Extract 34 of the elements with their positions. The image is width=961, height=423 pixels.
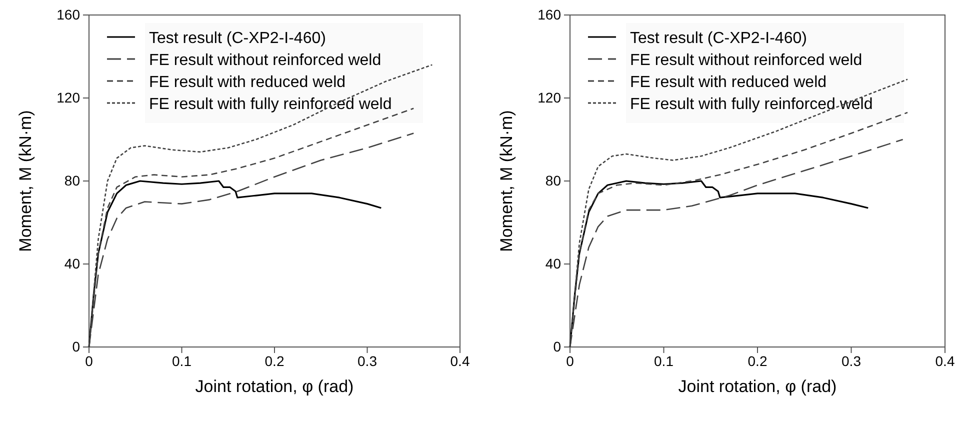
- x-tick-label: 0.2: [264, 352, 284, 369]
- x-tick-label: 0: [566, 352, 574, 369]
- x-tick-label: 0.4: [935, 352, 955, 369]
- line-series: [569, 180, 869, 348]
- legend-label: FE result with reduced weld: [630, 74, 827, 91]
- y-tick-label: 40: [64, 255, 80, 272]
- y-tick-label: 120: [56, 89, 80, 106]
- x-tick-label: 0: [85, 352, 94, 369]
- y-tick-label: 120: [538, 89, 562, 106]
- y-tick-label: 80: [545, 172, 562, 188]
- x-tick-label: 0.3: [358, 352, 378, 369]
- legend-label: Test result (C-XP2-I-460): [630, 30, 807, 47]
- legend-label: FE result with fully reinforced weld: [630, 96, 873, 113]
- legend-label: FE result with fully reinforced weld: [149, 96, 392, 113]
- y-tick-label: 160: [538, 6, 562, 22]
- x-tick-label: 0.3: [842, 352, 862, 369]
- legend-label: Test result (C-XP2-I-460): [149, 30, 326, 47]
- legend-label: FE result without reinforced weld: [630, 52, 862, 69]
- y-tick-label: 0: [553, 338, 562, 354]
- y-axis-title: Moment, M (kN·m): [497, 110, 516, 252]
- y-tick-label: 80: [64, 172, 80, 188]
- x-tick-label: 0.1: [654, 352, 674, 369]
- y-axis-title: Moment, M (kN·m): [16, 110, 35, 252]
- legend-label: FE result without reinforced weld: [149, 52, 382, 69]
- x-tick-label: 0.1: [172, 352, 192, 369]
- y-tick-label: 40: [545, 255, 562, 272]
- x-tick-label: 0.4: [450, 352, 470, 369]
- x-axis-title: Joint rotation, φ (rad): [678, 377, 837, 396]
- line-series: [88, 180, 382, 348]
- legend-label: FE result with reduced weld: [149, 74, 346, 91]
- y-tick-label: 0: [72, 338, 80, 354]
- x-axis-title: Joint rotation, φ (rad): [195, 377, 354, 396]
- y-tick-label: 160: [56, 6, 80, 22]
- x-tick-label: 0.2: [748, 352, 768, 369]
